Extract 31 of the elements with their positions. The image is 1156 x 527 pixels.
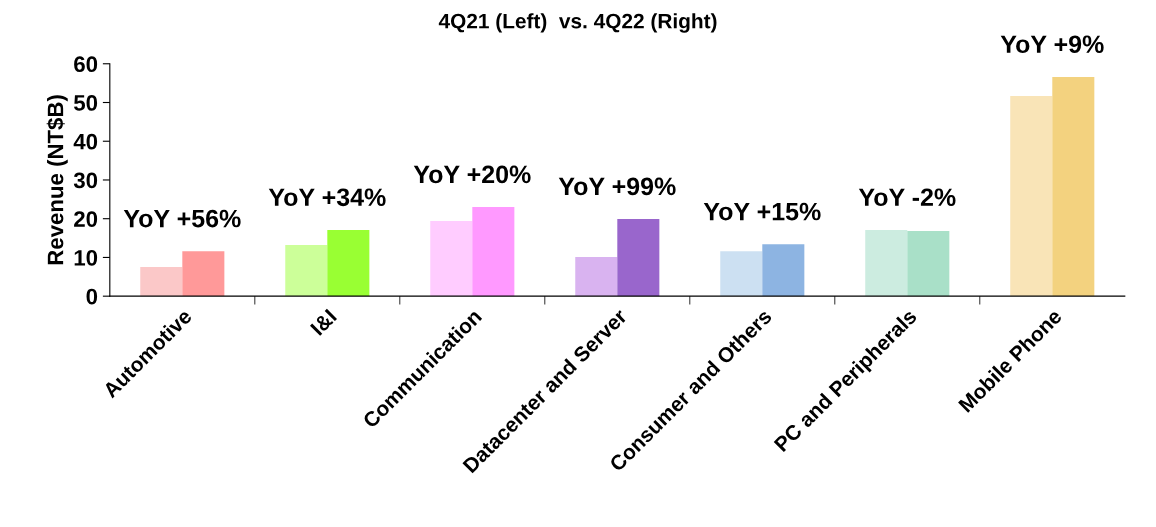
text: YoY +9% [1000, 35, 1104, 54]
chart-title: 4Q21 (Left) vs. 4Q22 (Right) [438, 13, 717, 33]
y-axis-title: Revenue (NT$B) [46, 95, 68, 265]
y-tick-label: 60 [74, 56, 98, 73]
bar [327, 229, 370, 297]
bar [1010, 95, 1053, 297]
bar [575, 257, 618, 297]
bar [720, 251, 763, 297]
y-tick-label: 40 [73, 133, 98, 150]
annotation: YoY -2% [858, 188, 956, 207]
y-tick-label: 50 [73, 95, 98, 111]
annotation: YoY +34% [268, 188, 386, 207]
annotation: YoY +99% [558, 177, 676, 196]
bar [182, 251, 225, 297]
y-tick-label: 10 [74, 249, 98, 266]
y-tick-label: 20 [74, 211, 98, 227]
bar [1052, 76, 1095, 297]
bar [762, 244, 805, 297]
x-tick-label: I&I [309, 308, 338, 336]
bar [907, 231, 950, 297]
annotation: YoY +20% [413, 165, 531, 184]
bar [140, 267, 183, 297]
annotation: YoY +15% [703, 202, 821, 221]
bar [472, 207, 515, 297]
bar [865, 229, 908, 297]
bar [617, 219, 660, 297]
bar [285, 245, 328, 297]
annotation: YoY +56% [123, 209, 241, 228]
bar [430, 221, 473, 297]
y-tick-label: 0 [86, 288, 98, 305]
y-tick-label: 30 [73, 172, 98, 189]
